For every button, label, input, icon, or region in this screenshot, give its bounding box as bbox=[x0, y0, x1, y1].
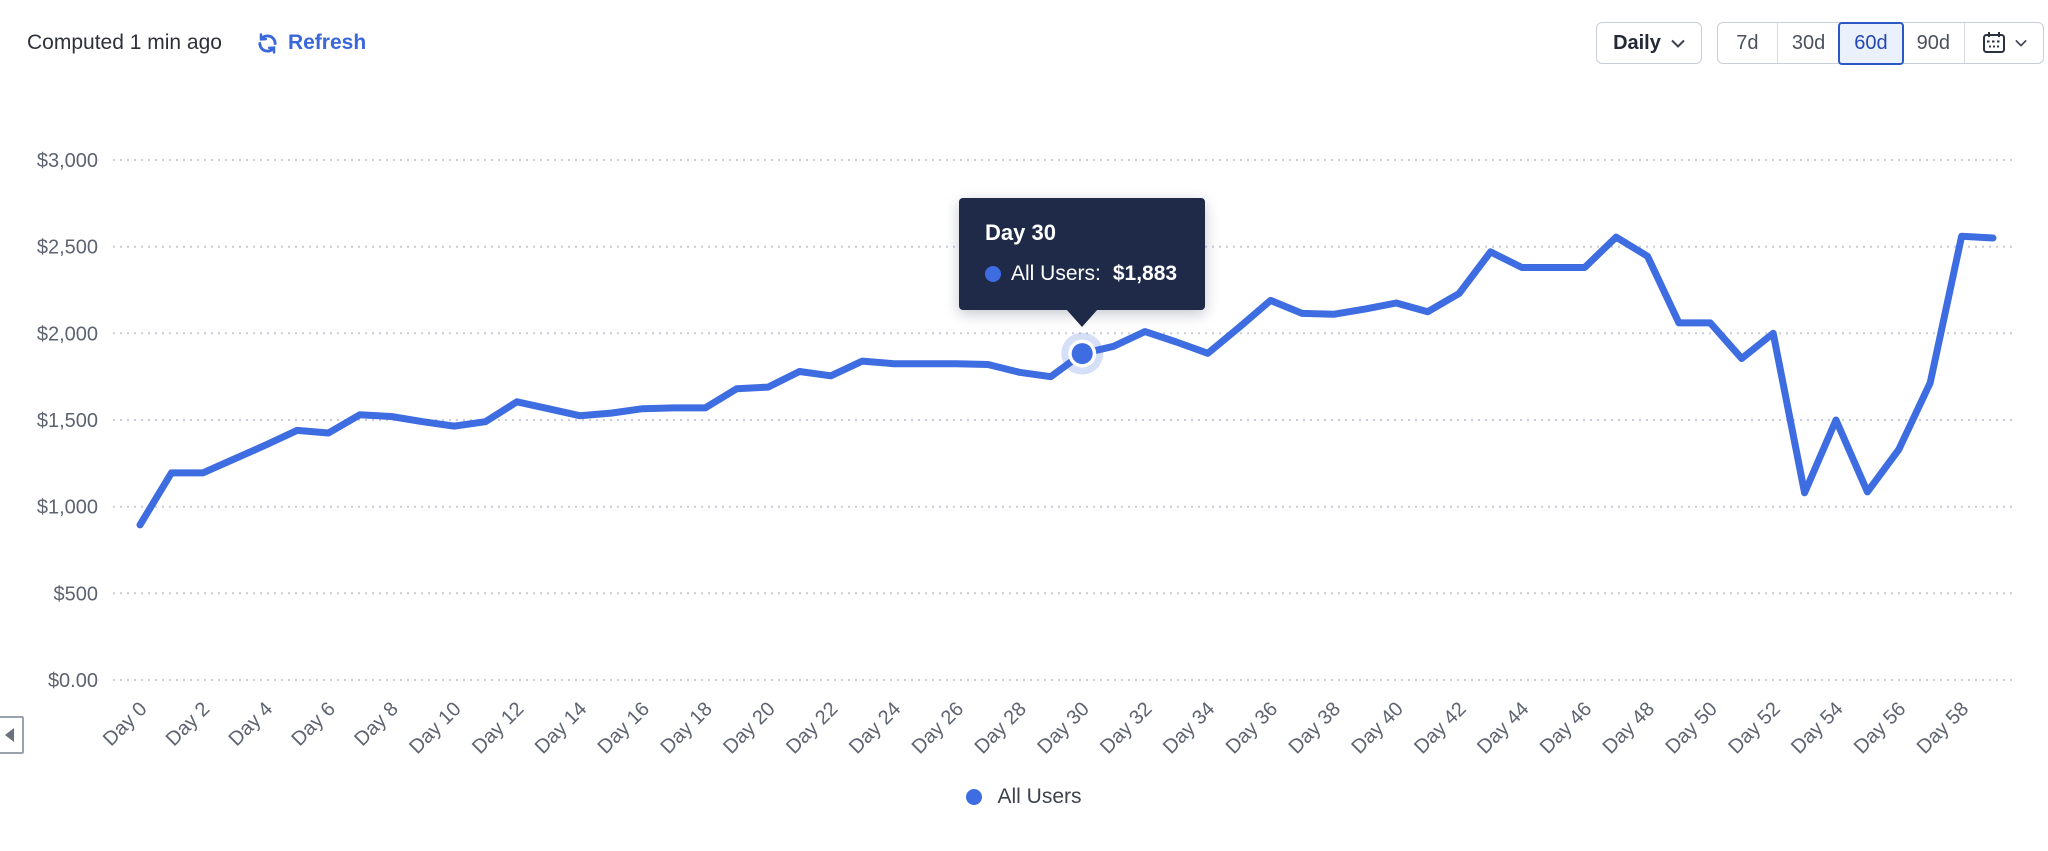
refresh-label: Refresh bbox=[287, 31, 367, 54]
computed-timestamp: Computed 1 min ago bbox=[27, 31, 222, 54]
tooltip-series-label: All Users: bbox=[1011, 262, 1101, 285]
tooltip-arrow bbox=[1066, 309, 1099, 327]
date-picker-button[interactable] bbox=[1964, 23, 2043, 63]
chevron-down-icon bbox=[1671, 39, 1685, 48]
chevron-down-icon bbox=[2015, 39, 2027, 47]
chart-legend: All Users bbox=[0, 785, 2048, 809]
x-axis-label: Day 24 bbox=[845, 698, 905, 758]
granularity-dropdown[interactable]: Daily bbox=[1596, 22, 1702, 64]
x-axis-label: Day 26 bbox=[908, 698, 968, 758]
legend-item-all-users[interactable]: All Users bbox=[966, 785, 1082, 809]
range-60d-button[interactable]: 60d bbox=[1838, 21, 1904, 65]
x-axis-label: Day 48 bbox=[1599, 698, 1659, 758]
x-axis-label: Day 38 bbox=[1285, 698, 1345, 758]
legend-label: All Users bbox=[997, 785, 1082, 808]
y-axis-label: $0.00 bbox=[48, 670, 98, 692]
x-axis-label: Day 58 bbox=[1913, 698, 1973, 758]
chart-tooltip: Day 30 All Users: $1,883 bbox=[959, 198, 1206, 327]
x-axis-label: Day 54 bbox=[1787, 698, 1847, 758]
y-axis-label: $2,500 bbox=[37, 237, 98, 259]
highlighted-point[interactable] bbox=[1071, 343, 1093, 365]
x-axis-label: Day 40 bbox=[1347, 698, 1407, 758]
scroll-left-button[interactable] bbox=[0, 716, 24, 754]
x-axis-label: Day 56 bbox=[1850, 698, 1910, 758]
y-axis-label: $3,000 bbox=[37, 150, 98, 172]
x-axis-label: Day 0 bbox=[99, 698, 152, 751]
calendar-icon bbox=[1983, 32, 2005, 53]
refresh-icon bbox=[258, 32, 277, 54]
y-axis-label: $1,000 bbox=[37, 497, 98, 519]
x-axis-label: Day 44 bbox=[1473, 698, 1533, 758]
date-range-group: 7d 30d 60d 90d bbox=[1716, 21, 2044, 65]
range-7d-button[interactable]: 7d bbox=[1718, 23, 1777, 63]
all-users-line[interactable] bbox=[136, 232, 1997, 529]
x-axis-label: Day 36 bbox=[1222, 698, 1282, 758]
y-axis-label: $500 bbox=[54, 583, 99, 605]
x-axis-label: Day 52 bbox=[1724, 698, 1784, 758]
series-dot-icon bbox=[985, 266, 1001, 282]
y-axis-label: $1,500 bbox=[37, 410, 98, 432]
x-axis-label: Day 8 bbox=[350, 698, 403, 751]
chart-toolbar: Computed 1 min ago Refresh Daily 7d bbox=[0, 21, 2048, 65]
x-axis-label: Day 32 bbox=[1096, 698, 1156, 758]
legend-dot-icon bbox=[966, 789, 983, 805]
refresh-button[interactable]: Refresh bbox=[256, 31, 366, 55]
tooltip-title: Day 30 bbox=[985, 220, 1056, 245]
x-axis-label: Day 20 bbox=[719, 698, 779, 758]
x-axis-label: Day 50 bbox=[1661, 698, 1721, 758]
x-axis-label: Day 10 bbox=[405, 698, 465, 758]
granularity-label: Daily bbox=[1613, 31, 1661, 54]
range-30d-button[interactable]: 30d bbox=[1776, 23, 1839, 63]
x-axis-label: Day 34 bbox=[1159, 698, 1219, 758]
tooltip-series-row: All Users: $1,883 bbox=[985, 262, 1177, 286]
x-axis-label: Day 46 bbox=[1536, 698, 1596, 758]
toolbar-left: Computed 1 min ago Refresh bbox=[27, 22, 366, 64]
x-axis-label: Day 2 bbox=[162, 698, 215, 751]
left-triangle-icon bbox=[4, 728, 14, 742]
x-axis-label: Day 28 bbox=[971, 698, 1031, 758]
x-axis-label: Day 12 bbox=[468, 698, 528, 758]
x-axis-label: Day 14 bbox=[531, 698, 591, 758]
x-axis-label: Day 6 bbox=[287, 698, 340, 751]
x-axis-label: Day 30 bbox=[1033, 698, 1093, 758]
y-axis-label: $2,000 bbox=[37, 323, 98, 345]
tooltip-value: $1,883 bbox=[1112, 262, 1178, 285]
x-axis-label: Day 22 bbox=[782, 698, 842, 758]
x-axis-label: Day 4 bbox=[225, 698, 278, 751]
x-axis-label: Day 18 bbox=[656, 698, 716, 758]
range-90d-button[interactable]: 90d bbox=[1903, 23, 1964, 63]
x-axis-label: Day 42 bbox=[1410, 698, 1470, 758]
x-axis-label: Day 16 bbox=[594, 698, 654, 758]
toolbar-right: Daily 7d 30d 60d 90d bbox=[1596, 21, 2044, 65]
